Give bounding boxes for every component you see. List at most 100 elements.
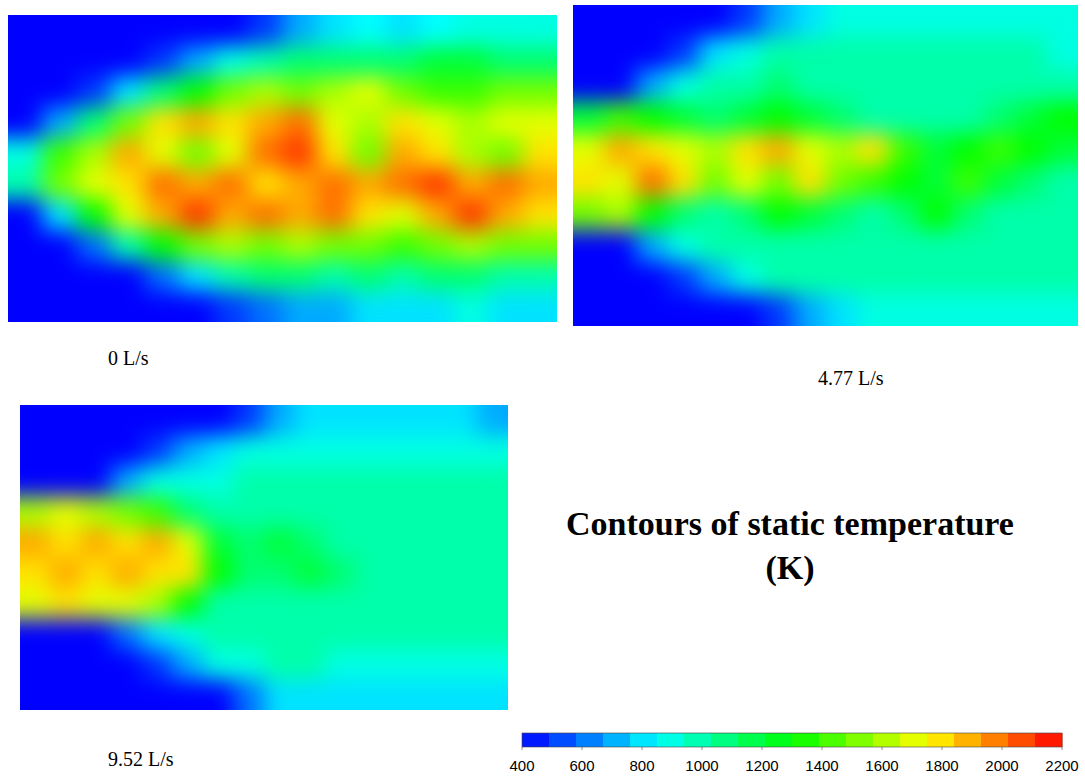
temperature-cell	[295, 558, 326, 589]
temperature-cell	[762, 198, 794, 231]
temperature-cell	[417, 436, 448, 467]
temperature-cell	[20, 680, 51, 711]
color-bar-tick-label: 600	[569, 757, 594, 774]
temperature-cell	[317, 291, 352, 322]
temperature-cell	[420, 230, 455, 261]
temperature-cell	[283, 15, 318, 46]
temperature-cell	[478, 405, 509, 436]
temperature-cell	[317, 107, 352, 138]
color-bar-tick-label: 2000	[985, 757, 1018, 774]
color-bar-band	[819, 733, 847, 747]
temperature-cell	[488, 261, 523, 292]
temperature-cell	[351, 169, 386, 200]
temperature-cell	[173, 558, 204, 589]
color-bar-band	[576, 733, 604, 747]
temperature-cell	[523, 46, 557, 77]
temperature-cell	[295, 588, 326, 619]
temperature-cell	[248, 76, 283, 107]
temperature-cell	[234, 558, 265, 589]
temperature-cell	[983, 262, 1015, 295]
temperature-cell	[214, 46, 249, 77]
temperature-cell	[111, 199, 146, 230]
temperature-cell	[857, 69, 889, 102]
temperature-cell	[952, 230, 984, 263]
color-bar-band	[900, 733, 928, 747]
temperature-cell	[478, 619, 509, 650]
temperature-cell	[889, 133, 921, 166]
temperature-cell	[180, 15, 215, 46]
temperature-cell	[81, 649, 112, 680]
temperature-cell	[523, 15, 557, 46]
temperature-cell	[145, 76, 180, 107]
temperature-cell	[857, 5, 889, 38]
temperature-cell	[488, 107, 523, 138]
temperature-cell	[180, 107, 215, 138]
temperature-cell	[794, 294, 826, 326]
temperature-cell	[351, 107, 386, 138]
temperature-cell	[454, 76, 489, 107]
temperature-cell	[523, 169, 557, 200]
temperature-cell	[420, 169, 455, 200]
temperature-cell	[325, 619, 356, 650]
temperature-cell	[794, 133, 826, 166]
temperature-cell	[699, 198, 731, 231]
temperature-cell	[214, 230, 249, 261]
temperature-cell	[605, 294, 637, 326]
color-bar-band	[981, 733, 1009, 747]
temperature-cell	[295, 405, 326, 436]
temperature-cell	[112, 497, 143, 528]
temperature-cell	[325, 497, 356, 528]
temperature-cell	[699, 69, 731, 102]
temperature-cell	[325, 527, 356, 558]
temperature-cell	[77, 199, 112, 230]
temperature-cell	[77, 76, 112, 107]
temperature-cell	[317, 46, 352, 77]
temperature-cell	[325, 436, 356, 467]
temperature-cell	[112, 436, 143, 467]
temperature-cell	[699, 5, 731, 38]
temperature-cell	[248, 261, 283, 292]
color-bar-tick	[642, 747, 643, 750]
temperature-cell	[111, 291, 146, 322]
temperature-cell	[203, 680, 234, 711]
temperature-cell	[145, 169, 180, 200]
temperature-cell	[889, 69, 921, 102]
temperature-cell	[952, 69, 984, 102]
temperature-cell	[8, 169, 43, 200]
temperature-cell	[214, 107, 249, 138]
temperature-cell	[920, 294, 952, 326]
color-bar-band	[684, 733, 712, 747]
temperature-cell	[20, 649, 51, 680]
temperature-cell	[488, 169, 523, 200]
temperature-cell	[317, 261, 352, 292]
temperature-cell	[214, 76, 249, 107]
temperature-cell	[295, 436, 326, 467]
temperature-cell	[77, 46, 112, 77]
color-bar-tick-label: 1200	[745, 757, 778, 774]
temperature-cell	[142, 558, 173, 589]
temperature-cell	[889, 37, 921, 70]
temperature-cell	[523, 107, 557, 138]
temperature-cell	[731, 198, 763, 231]
color-bar-tick-label: 1400	[805, 757, 838, 774]
temperature-cell	[454, 291, 489, 322]
color-bar-band	[1008, 733, 1036, 747]
temperature-cell	[203, 527, 234, 558]
temperature-cell	[77, 291, 112, 322]
temperature-cell	[111, 230, 146, 261]
temperature-cell	[1015, 294, 1047, 326]
temperature-cell	[180, 291, 215, 322]
temperature-cell	[42, 107, 77, 138]
temperature-cell	[234, 680, 265, 711]
color-bar-tick	[882, 747, 883, 750]
temperature-cell	[731, 101, 763, 134]
temperature-cell	[1015, 230, 1047, 263]
temperature-cell	[447, 680, 478, 711]
temperature-cell	[605, 262, 637, 295]
temperature-cell	[214, 138, 249, 169]
temperature-cell	[356, 649, 387, 680]
temperature-cell	[145, 291, 180, 322]
temperature-cell	[573, 133, 605, 166]
temperature-cell	[488, 46, 523, 77]
temperature-cell	[1015, 101, 1047, 134]
